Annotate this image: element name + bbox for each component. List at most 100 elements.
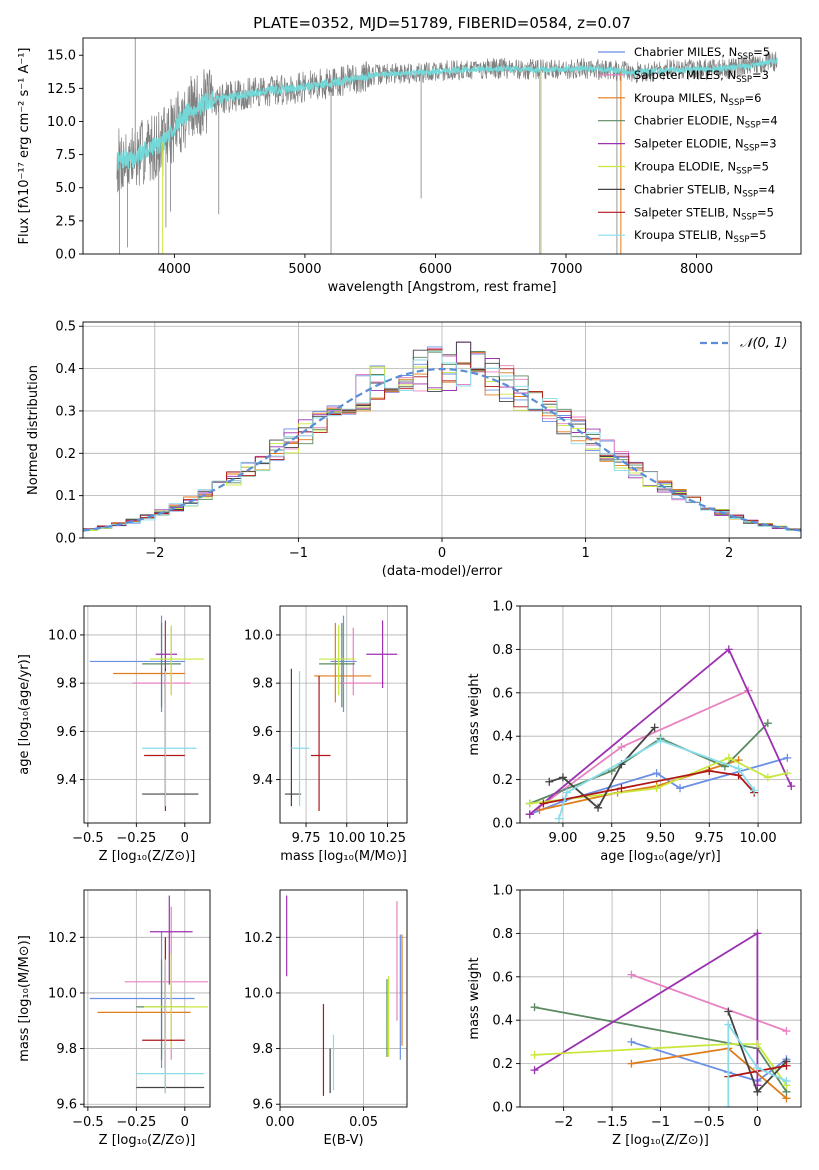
x-tick-label: −0.25 — [116, 1115, 156, 1130]
residual-histogram — [83, 350, 801, 532]
legend-entry: Chabrier MILES, NSSP=5 — [634, 45, 770, 62]
mass-weight-marker — [787, 782, 796, 791]
mass-weight-marker — [530, 1003, 539, 1012]
mass-weight-marker — [555, 814, 564, 823]
y-tick-label: 10.0 — [48, 986, 77, 1001]
y-tick-label: 0.4 — [492, 1014, 513, 1029]
mass-weight-marker — [530, 1066, 539, 1075]
mass-weight-marker — [545, 777, 554, 786]
age-mass-axes: 9.75 10.00 10.25 9.4 9.6 9.8 10.0 mass [log₁₀(M… — [244, 605, 408, 864]
y-tick-label: 0.0 — [492, 817, 513, 832]
y-tick-label: 12.5 — [47, 82, 76, 97]
y-tick-label: 0.5 — [55, 320, 76, 335]
y-tick-label: 9.8 — [56, 677, 77, 692]
mass-weight-marker — [783, 769, 792, 778]
y-tick-label: 0.2 — [55, 447, 76, 462]
x-tick-label: 8000 — [680, 262, 713, 277]
x-tick-label: 9.25 — [597, 831, 626, 846]
spectrum-xlabel: wavelength [Angstrom, rest frame] — [328, 280, 557, 295]
y-tick-label: 0.4 — [55, 362, 76, 377]
x-tick-label: 0 — [181, 831, 189, 846]
weight-Z-ylabel: mass weight — [467, 957, 482, 1039]
y-tick-label: 0.0 — [55, 248, 76, 263]
residuals-plot-area — [83, 341, 801, 533]
weight-age-ylabel: mass weight — [467, 673, 482, 755]
mass-weight-marker — [783, 753, 792, 762]
mass-weight-marker — [763, 719, 772, 728]
mass-weight-marker — [676, 784, 685, 793]
spectrum-frame — [82, 37, 802, 255]
y-tick-label: 15.0 — [47, 49, 76, 64]
age-Z-plot-area — [89, 615, 205, 811]
mass-weight-marker — [525, 810, 534, 819]
mass-ebv-frame — [279, 889, 408, 1108]
age-Z-xlabel: Z [log₁₀(Z/Z⊙)] — [99, 849, 196, 864]
mass-Z-ylabel: mass [log₁₀(M/M⊙)] — [17, 935, 32, 1062]
mass-weight-marker — [627, 1037, 636, 1046]
y-tick-label: 10.0 — [244, 628, 273, 643]
mass-weight-marker — [652, 769, 661, 778]
y-tick-label: 9.8 — [252, 1042, 273, 1057]
spectrum-plot-area — [116, 38, 778, 254]
x-tick-label: −1.5 — [596, 1115, 628, 1130]
y-tick-label: 0.8 — [492, 643, 513, 658]
mass-weight-marker — [627, 1059, 636, 1068]
x-tick-label: −0.5 — [72, 1115, 104, 1130]
y-tick-label: 0.3 — [55, 404, 76, 419]
mass-weight-line — [534, 931, 759, 1086]
spectrum-ylabel: Flux [fλ10⁻¹⁷ erg cm⁻² s⁻¹ A⁻¹] — [17, 48, 32, 245]
y-tick-label: 7.5 — [55, 148, 76, 163]
mass-ebv-plot-area — [286, 895, 403, 1096]
legend-entry: Chabrier STELIB, NSSP=4 — [634, 182, 775, 199]
legend-entry: Kroupa ELODIE, NSSP=5 — [634, 160, 769, 177]
mass-Z-frame — [83, 889, 211, 1108]
mass-weight-marker — [525, 799, 534, 808]
mass-weight-marker — [562, 788, 571, 797]
spectrum-title: PLATE=0352, MJD=51789, FIBERID=0584, z=0… — [253, 14, 631, 32]
mass-weight-marker — [558, 773, 567, 782]
x-tick-label: −2 — [145, 546, 164, 561]
errorbar-point — [291, 671, 310, 807]
mass-weight-marker — [617, 784, 626, 793]
mass-weight-marker — [652, 784, 661, 793]
weight-Z-plot-area — [530, 929, 791, 1107]
y-tick-label: 9.6 — [56, 725, 77, 740]
model-spectrum-line — [116, 57, 778, 170]
errorbar-point — [144, 953, 209, 1049]
errorbar-point — [144, 675, 185, 811]
age-Z-frame — [83, 605, 211, 824]
residuals-axes: −2 −1 0 1 2 0.0 0.1 0.2 0.3 0.4 0.5 (data-model)/er… — [26, 320, 802, 579]
mass-weight-marker — [724, 1103, 733, 1107]
mass-weight-marker — [627, 970, 636, 979]
mass-Z-axes: −0.5 −0.25 0 9.6 9.8 10.0 10.2 Z [log₁₀(Z/Z⊙)] m… — [17, 889, 211, 1148]
x-tick-label: 0.05 — [349, 1115, 378, 1130]
errorbar-point — [142, 668, 199, 807]
y-tick-label: 9.6 — [56, 1098, 77, 1113]
errorbar-point — [136, 959, 205, 1094]
legend-entry: Kroupa MILES, NSSP=6 — [634, 91, 761, 108]
y-tick-label: 2.5 — [55, 214, 76, 229]
age-Z-axes: −0.5 −0.25 0 9.4 9.6 9.8 10.0 Z [log₁₀(Z/Z⊙)] ag… — [17, 605, 211, 864]
mass-Z-xlabel: Z [log₁₀(Z/Z⊙)] — [99, 1133, 196, 1148]
y-tick-label: 0.8 — [492, 927, 513, 942]
residuals-xlabel: (data-model)/error — [382, 564, 503, 579]
errorbar-point — [97, 940, 191, 1066]
residuals-ylabel: Normed distribution — [26, 365, 41, 495]
errorbar-point — [319, 622, 355, 708]
errorbar-point — [149, 625, 205, 696]
y-tick-label: 0.0 — [55, 532, 76, 547]
weight-Z-axes: −2 −1.5 −1 −0.5 0 0.0 0.2 0.4 0.6 0.8 1.0 Z [log₁₀(… — [467, 884, 802, 1148]
errorbar-point — [284, 668, 302, 807]
errorbar-point — [314, 622, 372, 703]
x-tick-label: −1 — [289, 546, 308, 561]
y-tick-label: 9.4 — [56, 773, 77, 788]
legend-entry: Salpeter STELIB, NSSP=5 — [634, 205, 774, 222]
x-tick-label: −0.5 — [693, 1115, 725, 1130]
legend-entry: Salpeter MILES, NSSP=3 — [634, 68, 769, 85]
weight-Z-xlabel: Z [log₁₀(Z/Z⊙)] — [612, 1133, 709, 1148]
x-tick-label: 9.75 — [292, 831, 321, 846]
x-tick-label: 9.50 — [646, 831, 675, 846]
legend-entry: 𝒩(0, 1) — [740, 336, 787, 351]
spectrum-axes: 4000 5000 6000 7000 8000 0.0 2.5 5.0 7.5 10.0 12.5… — [17, 14, 802, 295]
y-tick-label: 10.0 — [244, 986, 273, 1001]
